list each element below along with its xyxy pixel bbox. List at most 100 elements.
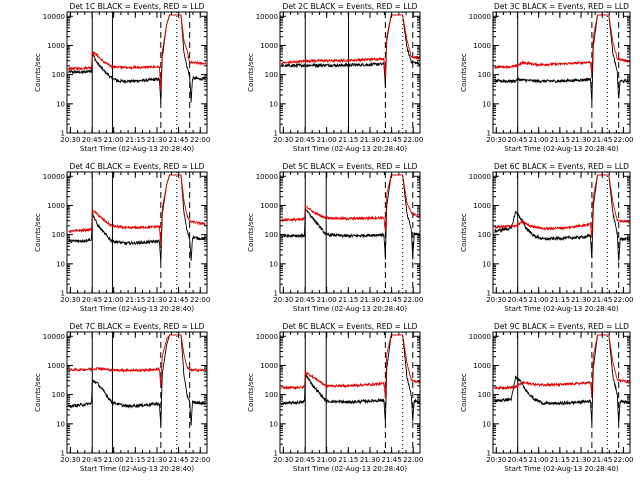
- panel-8: Det 8C BLACK = Events, RED = LLD 1 10 100 10…: [247, 322, 423, 473]
- y-tick-label: 10: [482, 100, 491, 108]
- y-tick-label: 10000: [43, 13, 65, 21]
- y-tick-label: 10: [482, 420, 491, 428]
- x-tick-label: 20:30: [60, 456, 80, 464]
- events-series-line: [494, 174, 630, 262]
- y-tick-label: 1000: [47, 362, 65, 370]
- x-tick-label: 21:15: [550, 456, 570, 464]
- plot-frame: [66, 331, 208, 454]
- events-series-line: [67, 334, 207, 427]
- x-tick-label: 21:45: [169, 456, 189, 464]
- y-tick-label: 10000: [43, 333, 65, 341]
- x-tick-label: 20:30: [486, 296, 506, 304]
- plot-frame: [492, 171, 631, 294]
- x-tick-label: 20:45: [82, 136, 102, 144]
- y-axis-label: Counts/sec: [247, 53, 255, 92]
- x-tick-label: 21:45: [592, 296, 612, 304]
- x-tick-label: 20:45: [295, 456, 315, 464]
- y-tick-label: 1000: [260, 362, 278, 370]
- y-tick-label: 100: [478, 231, 491, 239]
- y-tick-label: 10: [56, 420, 65, 428]
- y-axis-label: Counts/sec: [34, 213, 42, 252]
- y-tick-label: 10: [482, 260, 491, 268]
- x-tick-label: 21:45: [382, 456, 402, 464]
- y-tick-label: 10: [269, 100, 278, 108]
- events-series-line: [67, 14, 207, 104]
- x-tick-label: 20:30: [60, 296, 80, 304]
- lld-series-line: [280, 14, 420, 79]
- panel-title: Det 1C BLACK = Events, RED = LLD: [70, 2, 205, 11]
- plot-frame: [279, 171, 421, 294]
- y-tick-label: 1: [274, 450, 278, 458]
- y-tick-label: 100: [52, 231, 65, 239]
- x-tick-label: 21:00: [104, 136, 124, 144]
- panel-1: Det 1C BLACK = Events, RED = LLD 1 10 100 10…: [34, 2, 210, 153]
- x-axis-label: Start Time (02-Aug-13 20:28:40): [293, 305, 407, 313]
- y-axis-label: Counts/sec: [34, 373, 42, 412]
- panel-2: Det 2C BLACK = Events, RED = LLD 1 10 100 10…: [247, 2, 423, 153]
- plot-frame: [279, 11, 421, 134]
- y-tick-label: 1: [274, 290, 278, 298]
- lld-series-line: [281, 174, 420, 233]
- events-series-line: [67, 174, 206, 263]
- y-tick-label: 1000: [47, 202, 65, 210]
- x-tick-label: 20:45: [82, 456, 102, 464]
- y-tick-label: 10000: [469, 333, 491, 341]
- x-tick-label: 21:45: [592, 136, 612, 144]
- y-tick-label: 100: [478, 391, 491, 399]
- lld-series-line: [494, 14, 630, 75]
- y-tick-label: 1000: [473, 42, 491, 50]
- x-tick-label: 22:00: [403, 136, 423, 144]
- y-tick-label: 10: [56, 260, 65, 268]
- x-tick-label: 21:45: [382, 296, 402, 304]
- y-axis-label: Counts/sec: [460, 53, 468, 92]
- x-tick-label: 21:45: [169, 136, 189, 144]
- x-tick-label: 22:00: [190, 136, 210, 144]
- x-axis-label: Start Time (02-Aug-13 20:28:40): [504, 145, 618, 153]
- x-tick-label: 20:30: [60, 136, 80, 144]
- x-tick-label: 20:45: [507, 456, 527, 464]
- x-tick-label: 21:15: [338, 296, 358, 304]
- x-tick-label: 22:00: [190, 296, 210, 304]
- y-tick-label: 10: [56, 100, 65, 108]
- panel-9: Det 9C BLACK = Events, RED = LLD 1 10 100 10…: [460, 322, 633, 473]
- x-tick-label: 21:45: [592, 456, 612, 464]
- y-tick-label: 1: [274, 130, 278, 138]
- x-axis-label: Start Time (02-Aug-13 20:28:40): [80, 465, 194, 473]
- lld-series-line: [493, 334, 630, 397]
- x-tick-label: 21:15: [550, 136, 570, 144]
- x-tick-label: 21:30: [360, 456, 380, 464]
- panel-title: Det 5C BLACK = Events, RED = LLD: [283, 162, 418, 171]
- y-tick-label: 1000: [260, 202, 278, 210]
- lld-series-line: [494, 174, 630, 238]
- panel-title: Det 6C BLACK = Events, RED = LLD: [494, 162, 629, 171]
- x-tick-label: 21:00: [104, 296, 124, 304]
- plot-frame: [279, 331, 421, 454]
- events-series-line: [281, 14, 420, 88]
- x-tick-label: 21:15: [550, 296, 570, 304]
- panel-7: Det 7C BLACK = Events, RED = LLD 1 10 100 10…: [34, 322, 210, 473]
- x-tick-label: 21:30: [147, 296, 167, 304]
- x-tick-label: 20:30: [273, 456, 293, 464]
- lld-series-line: [280, 334, 420, 399]
- x-tick-label: 21:30: [571, 456, 591, 464]
- x-axis-label: Start Time (02-Aug-13 20:28:40): [80, 305, 194, 313]
- panel-title: Det 8C BLACK = Events, RED = LLD: [283, 322, 418, 331]
- x-tick-label: 20:45: [295, 136, 315, 144]
- x-tick-label: 20:30: [486, 136, 506, 144]
- x-tick-label: 20:30: [486, 456, 506, 464]
- events-series-line: [494, 14, 630, 103]
- panel-3: Det 3C BLACK = Events, RED = LLD 1 10 100 10…: [460, 2, 633, 153]
- panel-title: Det 7C BLACK = Events, RED = LLD: [70, 322, 205, 331]
- x-tick-label: 22:00: [613, 136, 633, 144]
- x-tick-label: 22:00: [613, 296, 633, 304]
- y-tick-label: 10000: [256, 13, 278, 21]
- x-tick-label: 21:15: [125, 456, 145, 464]
- y-tick-label: 100: [52, 391, 65, 399]
- x-tick-label: 20:45: [507, 136, 527, 144]
- x-tick-label: 22:00: [403, 456, 423, 464]
- x-tick-label: 21:00: [529, 296, 549, 304]
- y-axis-label: Counts/sec: [34, 53, 42, 92]
- x-tick-label: 21:00: [317, 136, 337, 144]
- lld-series-line: [68, 174, 206, 247]
- y-axis-label: Counts/sec: [247, 213, 255, 252]
